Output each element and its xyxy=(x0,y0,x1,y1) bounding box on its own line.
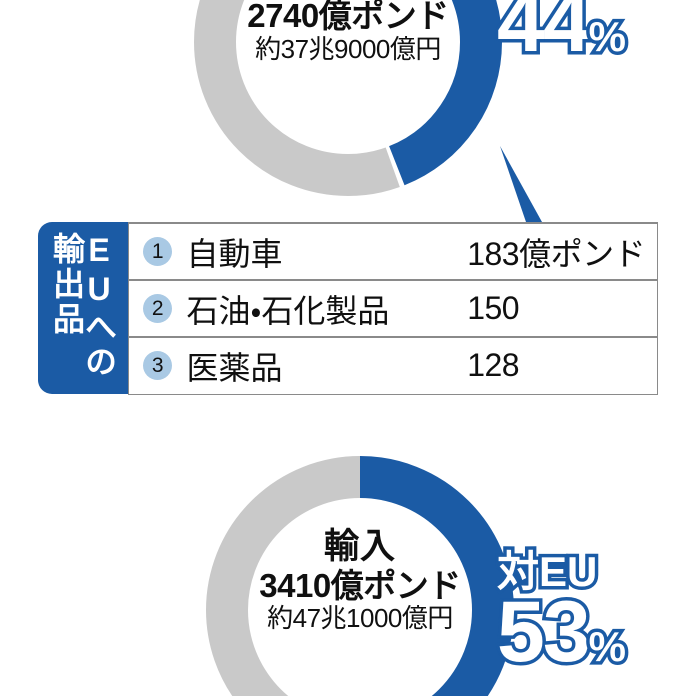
import-slice-eu xyxy=(206,456,514,696)
table-row: 1 自動車 183億ポンド xyxy=(128,223,658,280)
item-cell: 石油・石化製品 xyxy=(186,279,468,337)
rank-cell: 2 xyxy=(128,279,187,337)
table-row: 2 石油・石化製品 150 xyxy=(128,279,658,337)
export-percent-callout: 44% xyxy=(494,0,630,69)
item-cell: 自動車 xyxy=(186,223,468,280)
export-slice-other xyxy=(194,0,502,196)
export-sub-value: 約37兆9000億円 xyxy=(255,33,441,64)
export-slice-eu xyxy=(194,0,502,196)
rank-cell: 1 xyxy=(128,223,187,280)
item-label: 医薬品 xyxy=(186,349,283,386)
value-cell: 128 xyxy=(467,336,658,394)
import-percent-sign: % xyxy=(585,622,629,671)
value-label: 183億ポンド xyxy=(467,235,646,272)
export-tag-line-right: EUへの xyxy=(81,232,117,380)
import-donut-chart xyxy=(185,435,535,696)
item-cell: 医薬品 xyxy=(186,336,468,394)
value-label: 150 xyxy=(467,290,520,326)
value-cell: 150 xyxy=(467,279,658,337)
value-label: 128 xyxy=(467,347,520,384)
import-donut-svg xyxy=(206,456,514,696)
import-eu-label: 対EU xyxy=(493,547,600,596)
import-donut-center-text: 輸入 3410億ポンド 約47兆1000億円 xyxy=(190,528,530,633)
import-title: 輸入 xyxy=(323,527,396,566)
import-sub-value: 約47兆1000億円 xyxy=(267,603,453,634)
export-tag-line-left: 輸出品 xyxy=(49,232,85,337)
value-cell: 183億ポンド xyxy=(467,223,658,280)
export-items-table: 1 自動車 183億ポンド 2 石油・石化製品 150 xyxy=(128,222,658,395)
export-main-value: 2740億ポンド xyxy=(247,0,449,34)
import-main-value: 3410億ポンド xyxy=(259,566,461,604)
table-row: 3 医薬品 128 xyxy=(128,336,658,394)
export-percent-number: 44 xyxy=(494,0,595,70)
rank-badge: 3 xyxy=(143,351,173,381)
export-donut-center-text: 2740億ポンド 約37兆9000億円 xyxy=(178,0,518,63)
import-percent-number: 53 xyxy=(494,583,595,680)
import-percent-callout: 対EU 53% xyxy=(493,547,629,678)
export-donut-chart xyxy=(173,0,523,217)
item-label: 石油・石化製品 xyxy=(186,292,390,329)
rank-cell: 3 xyxy=(128,336,187,394)
export-donut-svg xyxy=(194,0,502,196)
rank-badge: 1 xyxy=(143,237,173,266)
export-items-tag: EUへの 輸出品 xyxy=(38,222,128,394)
callout-pointer-icon xyxy=(500,146,542,222)
rank-badge: 2 xyxy=(143,294,173,323)
item-label: 自動車 xyxy=(186,235,283,272)
export-percent-sign: % xyxy=(585,12,629,61)
